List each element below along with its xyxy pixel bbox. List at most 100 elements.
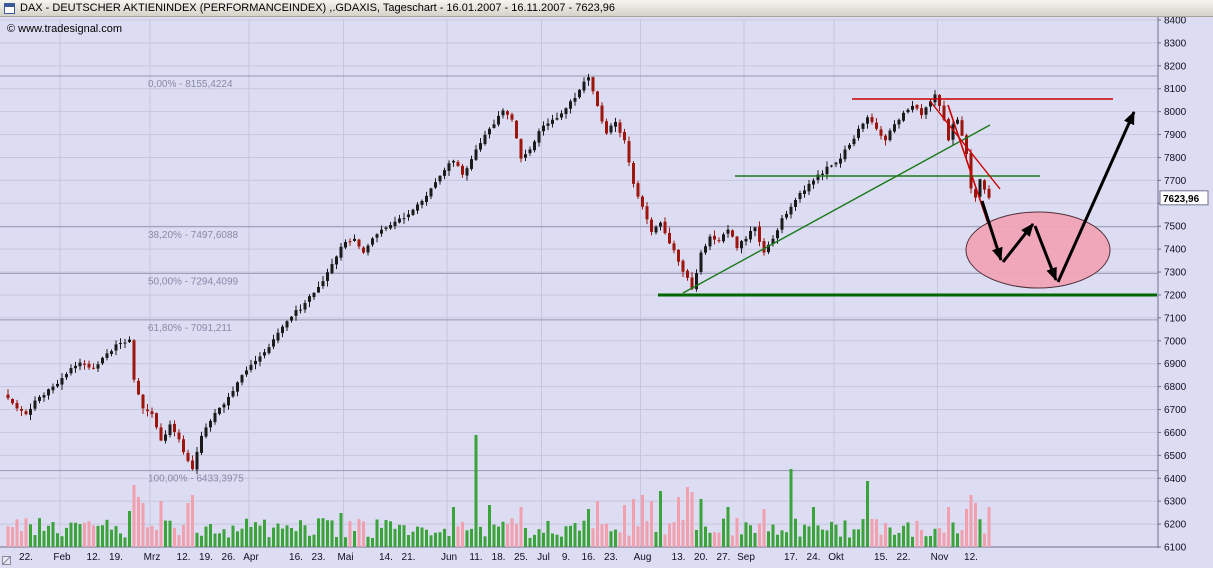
candle-body <box>299 309 302 311</box>
y-axis-label: 6500 <box>1164 451 1187 462</box>
volume-bar <box>506 523 509 547</box>
volume-bar <box>6 526 10 547</box>
volume-bar <box>695 529 698 547</box>
candle-body <box>600 105 604 122</box>
volume-bar <box>524 528 527 547</box>
candle-body <box>641 196 644 207</box>
volume-bar <box>470 528 473 547</box>
volume-bar <box>474 435 478 547</box>
candle-body <box>717 240 721 242</box>
candle-body <box>290 316 293 321</box>
candle-body <box>708 236 712 247</box>
candle-body <box>632 162 635 184</box>
projection-arrow <box>980 200 1003 262</box>
volume-bar <box>123 537 127 547</box>
volume-bar <box>645 521 649 547</box>
volume-bar <box>560 536 563 547</box>
candle-body <box>380 229 383 234</box>
volume-bar <box>488 505 491 547</box>
candle-body <box>204 427 208 437</box>
candle-body <box>11 398 14 404</box>
volume-bar <box>879 534 883 547</box>
candle-body <box>308 296 311 302</box>
candle-body <box>704 246 707 253</box>
candle-body <box>731 230 734 237</box>
volume-bar <box>798 536 802 547</box>
candle-body <box>587 77 590 81</box>
y-axis-label: 7100 <box>1164 313 1187 324</box>
volume-bar <box>924 536 928 547</box>
candle-body <box>591 77 595 92</box>
candle-body <box>699 252 703 273</box>
volume-bar <box>528 537 532 547</box>
candle-body <box>128 339 131 342</box>
candle-body <box>605 121 608 134</box>
candle-body <box>951 124 955 140</box>
candle-body <box>218 407 221 414</box>
candle-body <box>938 94 941 106</box>
candle-body <box>362 247 365 253</box>
volume-bar <box>510 518 514 547</box>
volume-bar <box>65 527 68 547</box>
volume-bar <box>33 535 37 547</box>
volume-bar <box>371 537 374 547</box>
candle-body <box>789 206 793 215</box>
volume-bar <box>173 527 176 547</box>
price-chart-canvas[interactable]: 0,00% - 8155,4224 38,20% - 7497,6088 50,00… <box>0 17 1213 568</box>
y-axis-label: 7900 <box>1164 130 1187 141</box>
y-axis-label: 7300 <box>1164 268 1187 279</box>
volume-bar <box>654 531 658 547</box>
candle-body <box>6 394 10 399</box>
volume-bar <box>870 519 874 547</box>
volume-bar <box>542 532 545 547</box>
volume-bar <box>762 509 766 547</box>
x-axis-label: 12. <box>177 552 191 563</box>
volume-bar <box>267 537 271 547</box>
volume-bar <box>713 532 716 547</box>
candle-body <box>852 138 856 145</box>
volume-bar <box>357 519 361 547</box>
candle-body <box>38 396 41 401</box>
volume-bar <box>164 520 167 547</box>
chart-window-icon <box>4 2 15 14</box>
candle-body <box>465 168 469 176</box>
candle-body <box>312 292 316 298</box>
volume-bar <box>812 507 815 547</box>
volume-bar <box>416 526 419 547</box>
volume-bar <box>483 536 487 547</box>
volume-bar <box>659 491 662 547</box>
volume-bar <box>389 521 392 547</box>
candle-body <box>15 402 19 409</box>
volume-bar <box>191 495 194 547</box>
candle-body <box>533 141 536 151</box>
candle-body <box>816 174 820 180</box>
resize-grip-icon[interactable] <box>2 556 11 565</box>
volume-bar <box>636 526 640 547</box>
candle-body <box>371 238 374 245</box>
candle-body <box>168 424 172 436</box>
y-axis-label: 6600 <box>1164 428 1187 439</box>
candle-body <box>348 241 352 243</box>
y-axis-label: 8200 <box>1164 61 1187 72</box>
volume-bar <box>69 522 73 547</box>
volume-bar <box>591 528 595 547</box>
candle-body <box>825 166 829 175</box>
last-price-label: 7623,96 <box>1163 194 1200 205</box>
volume-bar <box>501 521 505 547</box>
candle-body <box>596 91 599 106</box>
candle-body <box>735 236 739 248</box>
volume-bar <box>137 497 140 547</box>
candle-body <box>546 123 550 126</box>
volume-bar <box>465 530 469 547</box>
volume-bar <box>519 507 523 547</box>
volume-bar <box>596 501 599 547</box>
volume-bar <box>443 528 446 547</box>
candle-body <box>834 162 838 165</box>
candle-body <box>870 117 874 123</box>
volume-bar <box>627 535 631 547</box>
x-axis-label: 22. <box>19 552 33 563</box>
window-titlebar[interactable]: DAX - DEUTSCHER AKTIENINDEX (PERFORMANCE… <box>0 0 1213 17</box>
candle-body <box>893 124 896 132</box>
volume-bar <box>726 507 730 547</box>
candle-body <box>317 286 320 293</box>
